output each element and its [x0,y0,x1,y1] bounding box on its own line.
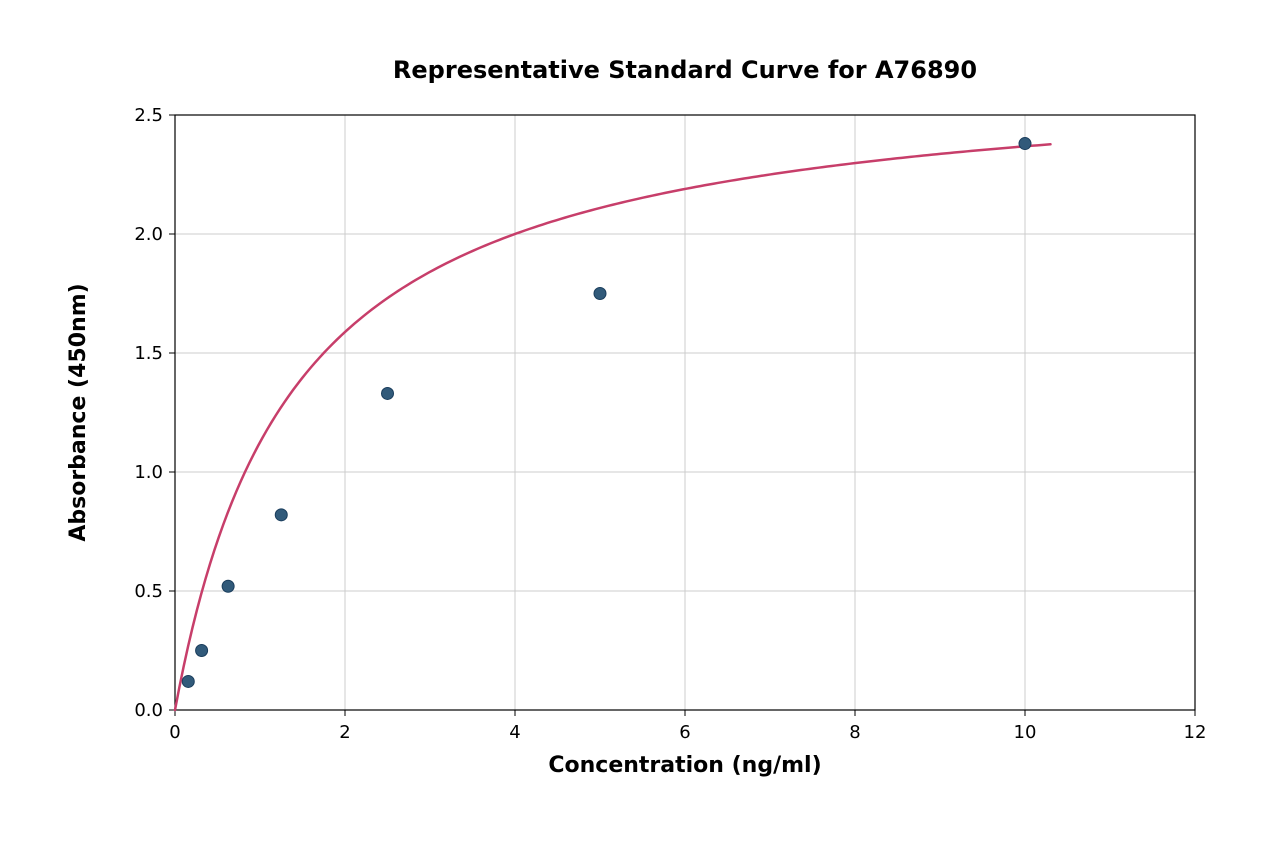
chart-svg: 0 2 4 6 8 10 12 0.0 0.5 1.0 1.5 2.0 2.5 Concentration… [0,0,1280,845]
chart-background [0,0,1280,845]
x-tick-label: 10 [1014,722,1037,743]
x-tick-label: 0 [169,722,180,743]
data-point [1019,138,1031,150]
x-tick-label: 2 [339,722,350,743]
x-axis-label: Concentration (ng/ml) [548,753,821,778]
x-tick-label: 8 [849,722,860,743]
y-tick-label: 0.0 [134,700,163,721]
data-point [382,387,394,399]
data-point [275,509,287,521]
y-tick-label: 1.5 [134,343,163,364]
data-point [196,645,208,657]
data-point [594,288,606,300]
x-tick-label: 4 [509,722,520,743]
y-tick-label: 2.0 [134,224,163,245]
y-tick-label: 1.0 [134,462,163,483]
data-point [222,580,234,592]
y-tick-label: 2.5 [134,105,163,126]
data-point [182,675,194,687]
x-tick-label: 6 [679,722,690,743]
chart-title: Representative Standard Curve for A76890 [393,56,977,84]
x-tick-label: 12 [1184,722,1207,743]
y-tick-label: 0.5 [134,581,163,602]
chart-container: 0 2 4 6 8 10 12 0.0 0.5 1.0 1.5 2.0 2.5 Concentration… [0,0,1280,845]
y-axis-label: Absorbance (450nm) [66,283,91,541]
